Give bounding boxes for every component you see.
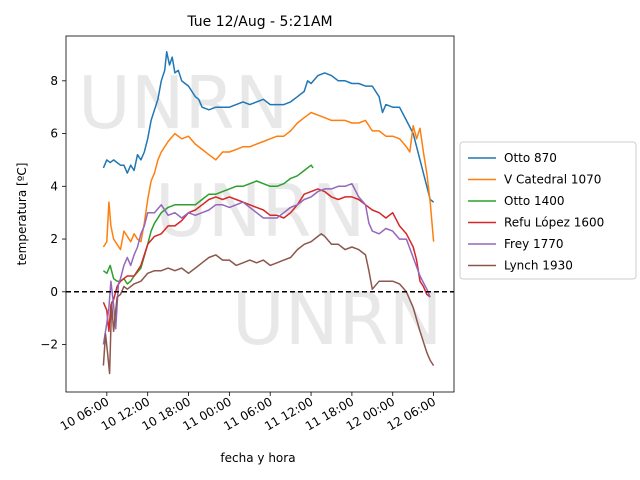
series-line	[102, 51, 435, 203]
legend-label: Frey 1770	[504, 237, 564, 251]
series-line	[102, 164, 314, 285]
watermark-text: UNRN	[232, 277, 442, 361]
y-tick-label: 4	[50, 179, 58, 193]
series-line	[102, 182, 431, 345]
y-tick-label: 6	[50, 127, 58, 141]
series-line	[102, 233, 435, 375]
series-group	[102, 51, 435, 375]
watermark-text: UNRN	[78, 61, 288, 145]
plot-frame	[65, 35, 455, 393]
legend-label: Refu López 1600	[504, 216, 604, 230]
y-tick-label: 2	[50, 232, 58, 246]
chart-title: Tue 12/Aug - 5:21AM	[186, 14, 332, 30]
watermark-text: UNRN	[155, 169, 365, 253]
y-tick-label: 0	[50, 285, 58, 299]
legend-label: V Catedral 1070	[504, 173, 601, 187]
x-axis-label: fecha y hora	[220, 451, 295, 465]
y-tick-label: −2	[40, 338, 58, 352]
y-tick-label: 8	[50, 74, 58, 88]
series-line	[102, 188, 431, 333]
legend-frame	[459, 141, 637, 280]
y-axis: −2 0 2 4 6 8	[40, 74, 66, 352]
legend-label: Otto 1400	[504, 194, 565, 208]
y-axis-label: temperatura [ºC]	[15, 163, 29, 266]
legend-label: Lynch 1930	[504, 259, 573, 273]
legend: Otto 870 V Catedral 1070 Otto 1400 Refu Lóp…	[459, 141, 637, 280]
series-line	[102, 111, 435, 251]
legend-label: Otto 870	[504, 151, 557, 165]
